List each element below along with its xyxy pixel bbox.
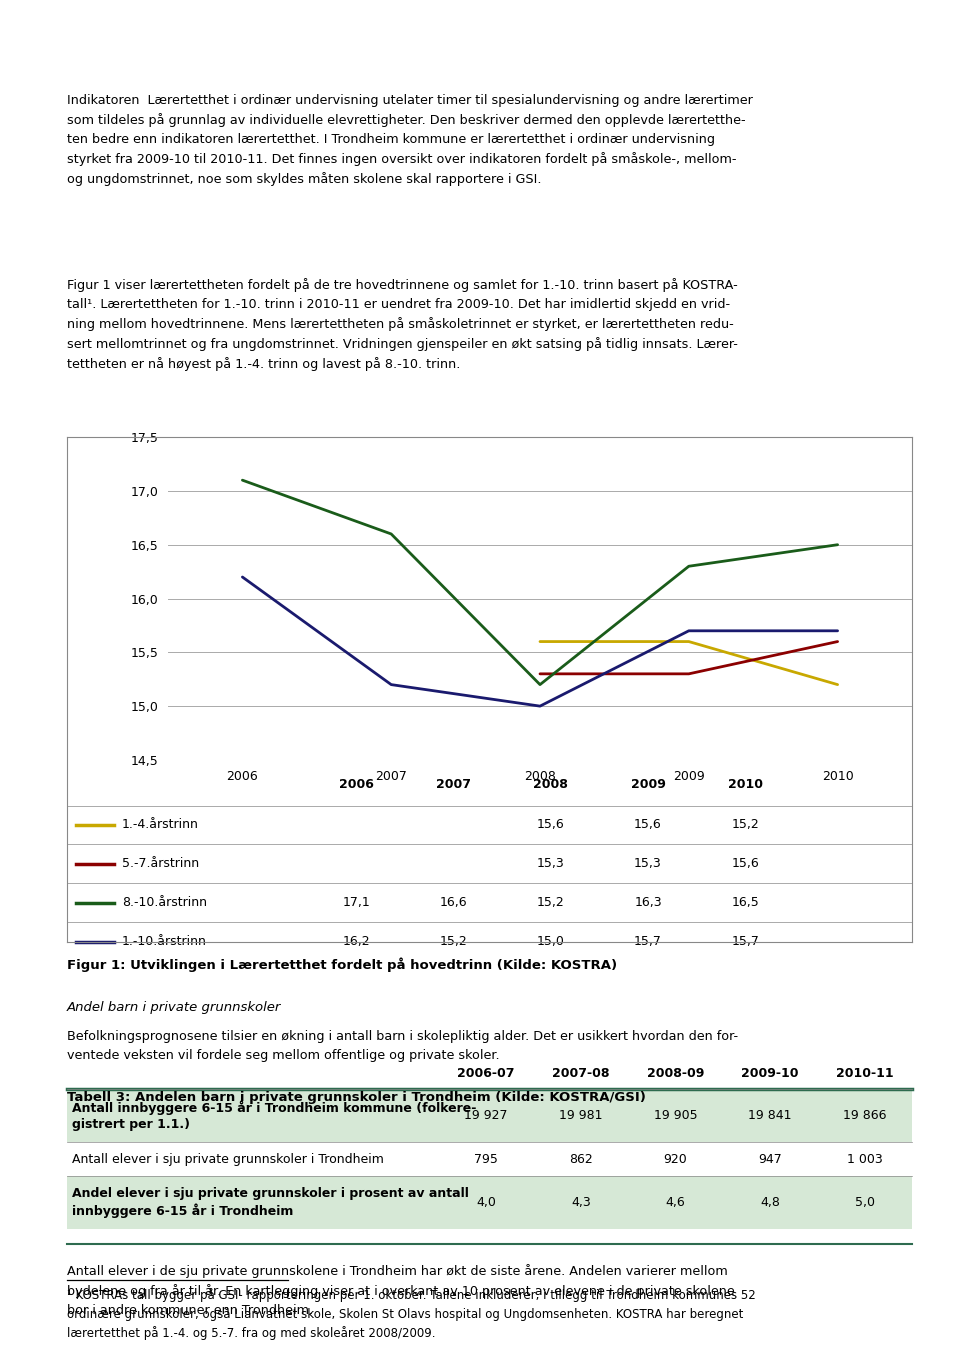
Text: 6: 6 [17, 16, 30, 34]
Bar [67, 1089, 912, 1142]
Bar [67, 1176, 912, 1229]
Text: 795: 795 [474, 1153, 498, 1166]
Text: 5.-7.årstrinn: 5.-7.årstrinn [122, 857, 200, 870]
Text: 16,6: 16,6 [440, 896, 468, 909]
Text: 862: 862 [569, 1153, 592, 1166]
Text: 15,2: 15,2 [537, 896, 564, 909]
Text: 15,6: 15,6 [635, 819, 661, 831]
Text: 2010: 2010 [728, 777, 762, 791]
Text: 16,2: 16,2 [343, 935, 371, 948]
Text: 947: 947 [758, 1153, 782, 1166]
Text: 2007: 2007 [436, 777, 471, 791]
Text: 19 981: 19 981 [559, 1110, 603, 1122]
Text: 19 841: 19 841 [749, 1110, 792, 1122]
Bar [67, 1142, 912, 1176]
Text: 15,3: 15,3 [635, 857, 661, 870]
Text: 19 866: 19 866 [843, 1110, 886, 1122]
Text: 19 927: 19 927 [465, 1110, 508, 1122]
Text: 2008-09: 2008-09 [647, 1067, 704, 1080]
Text: 16,5: 16,5 [732, 896, 759, 909]
Text: 2006-07: 2006-07 [458, 1067, 515, 1080]
Text: 15,0: 15,0 [537, 935, 564, 948]
Text: 2007-08: 2007-08 [552, 1067, 610, 1080]
Text: 2006: 2006 [339, 777, 374, 791]
Text: 15,2: 15,2 [732, 819, 759, 831]
Text: 4,6: 4,6 [665, 1196, 685, 1209]
Text: 15,2: 15,2 [440, 935, 468, 948]
Text: 2008: 2008 [534, 777, 568, 791]
Text: Tabell 3: Andelen barn i private grunnskoler i Trondheim (Kilde: KOSTRA/GSI): Tabell 3: Andelen barn i private grunnsk… [67, 1091, 646, 1104]
Text: 4,0: 4,0 [476, 1196, 496, 1209]
Text: Befolkningsprognosene tilsier en økning i antall barn i skolepliktig alder. Det : Befolkningsprognosene tilsier en økning … [67, 1030, 738, 1061]
Text: Antall innbyggere 6-15 år i Trondheim kommune (folkere-
gistrert per 1.1.): Antall innbyggere 6-15 år i Trondheim ko… [72, 1100, 477, 1131]
Text: Indikatoren  Lærertetthet i ordinær undervisning utelater timer til spesialunder: Indikatoren Lærertetthet i ordinær under… [67, 94, 753, 186]
Text: 15,7: 15,7 [634, 935, 662, 948]
Text: Kvalitetsmelding for grunnskolen i Trondheim 2007/2008: Kvalitetsmelding for grunnskolen i Trond… [50, 17, 485, 32]
Text: 1 003: 1 003 [847, 1153, 882, 1166]
Text: 4,3: 4,3 [571, 1196, 590, 1209]
Text: ¹ KOSTRAs tall bygger på GSI- rapporteringen per 1. oktober. Tallene inkluderer,: ¹ KOSTRAs tall bygger på GSI- rapporteri… [67, 1289, 756, 1340]
Text: 15,3: 15,3 [537, 857, 564, 870]
Text: 5,0: 5,0 [854, 1196, 875, 1209]
Text: Andel barn i private grunnskoler: Andel barn i private grunnskoler [67, 1001, 281, 1014]
Text: 2009-10: 2009-10 [741, 1067, 799, 1080]
Text: 19 905: 19 905 [654, 1110, 697, 1122]
Text: 1.-10.årstrinn: 1.-10.årstrinn [122, 935, 207, 948]
Text: 8.-10.årstrinn: 8.-10.årstrinn [122, 896, 207, 909]
Text: 4,8: 4,8 [760, 1196, 780, 1209]
Text: 2010-11: 2010-11 [836, 1067, 894, 1080]
Text: 15,7: 15,7 [732, 935, 759, 948]
Text: Figur 1: Utviklingen i Lærertetthet fordelt på hovedtrinn (Kilde: KOSTRA): Figur 1: Utviklingen i Lærertetthet ford… [67, 958, 617, 972]
Text: Andel elever i sju private grunnskoler i prosent av antall
innbyggere 6-15 år i : Andel elever i sju private grunnskoler i… [72, 1186, 469, 1217]
Text: 16,3: 16,3 [635, 896, 661, 909]
Text: 1.-4.årstrinn: 1.-4.årstrinn [122, 819, 199, 831]
Text: 15,6: 15,6 [732, 857, 759, 870]
Text: 17,1: 17,1 [343, 896, 371, 909]
Text: Antall elever i sju private grunnskoler i Trondheim: Antall elever i sju private grunnskoler … [72, 1153, 384, 1166]
Text: 920: 920 [663, 1153, 687, 1166]
Text: 15,6: 15,6 [537, 819, 564, 831]
Text: Antall elever i de sju private grunnskolene i Trondheim har økt de siste årene. : Antall elever i de sju private grunnskol… [67, 1264, 735, 1317]
Text: 2009: 2009 [631, 777, 665, 791]
Text: Figur 1 viser lærertettheten fordelt på de tre hovedtrinnene og samlet for 1.-10: Figur 1 viser lærertettheten fordelt på … [67, 278, 738, 371]
